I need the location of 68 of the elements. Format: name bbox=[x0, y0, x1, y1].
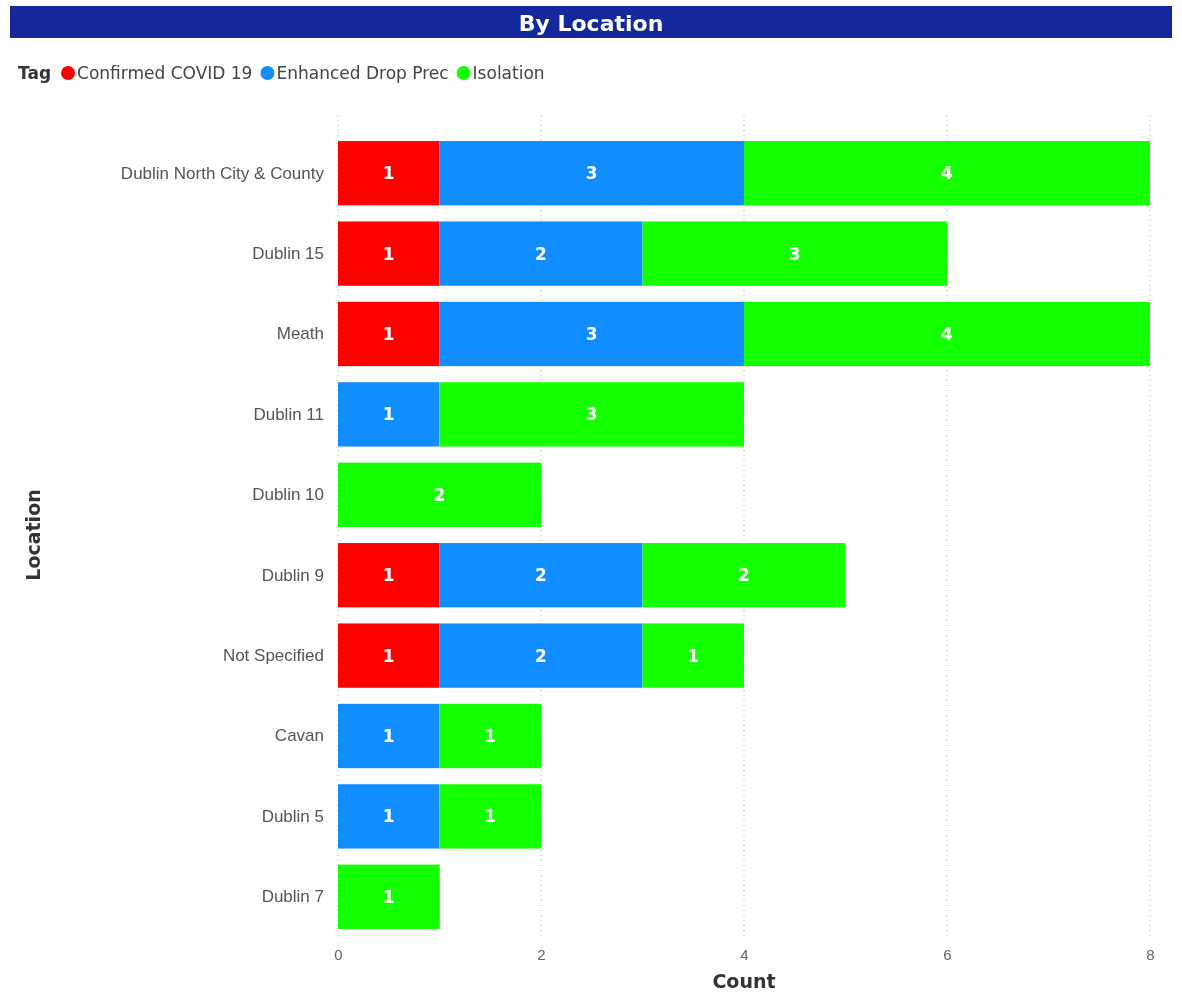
data-label: 3 bbox=[585, 404, 598, 425]
data-label: 2 bbox=[738, 565, 750, 586]
bar bbox=[338, 784, 440, 849]
data-label: 1 bbox=[382, 726, 395, 746]
data-label: 2 bbox=[535, 243, 547, 264]
data-label: 2 bbox=[535, 565, 547, 586]
bar bbox=[439, 301, 744, 367]
data-label: 1 bbox=[484, 726, 497, 746]
bar bbox=[338, 543, 440, 608]
data-label: 1 bbox=[382, 404, 395, 425]
y-tick-label: Not Specified bbox=[222, 646, 324, 666]
data-label: 1 bbox=[382, 806, 395, 827]
data-label: 3 bbox=[585, 324, 598, 344]
x-tick-label: 0 bbox=[334, 945, 343, 963]
y-axis-title: Location bbox=[22, 489, 44, 581]
bar bbox=[744, 301, 1150, 367]
data-label: 1 bbox=[484, 806, 497, 827]
bar bbox=[439, 382, 744, 447]
data-label: 1 bbox=[382, 565, 395, 586]
data-label: 1 bbox=[382, 886, 395, 907]
bar bbox=[338, 141, 440, 206]
legend-label: Enhanced Drop Prec bbox=[276, 63, 449, 83]
data-label: 1 bbox=[382, 645, 395, 666]
data-label: 4 bbox=[941, 163, 954, 184]
legend-title: Tag bbox=[18, 63, 52, 83]
legend-label: Isolation bbox=[472, 63, 545, 83]
y-tick-label: Dublin 9 bbox=[261, 565, 324, 585]
bar bbox=[642, 221, 947, 286]
data-label: 3 bbox=[585, 163, 598, 184]
bar bbox=[439, 784, 541, 849]
y-tick-label: Dublin 7 bbox=[261, 887, 324, 907]
bar bbox=[439, 703, 541, 769]
bar bbox=[338, 623, 440, 688]
x-tick-label: 6 bbox=[943, 945, 952, 963]
chart-title: By Location bbox=[518, 11, 664, 36]
data-label: 1 bbox=[687, 645, 700, 666]
bar bbox=[439, 623, 643, 688]
bar bbox=[338, 462, 541, 527]
x-tick-label: 2 bbox=[537, 945, 546, 963]
bar bbox=[338, 382, 440, 447]
y-tick-label: Dublin 5 bbox=[261, 806, 324, 826]
data-label: 1 bbox=[382, 324, 395, 344]
bar bbox=[642, 623, 744, 688]
data-label: 2 bbox=[433, 484, 446, 505]
data-label: 2 bbox=[535, 645, 547, 666]
data-label: 1 bbox=[382, 163, 395, 184]
x-axis-title: Count bbox=[712, 970, 776, 992]
data-label: 4 bbox=[941, 324, 954, 344]
y-tick-label: Meath bbox=[276, 324, 324, 344]
y-tick-label: Dublin 10 bbox=[252, 485, 324, 505]
data-label: 1 bbox=[382, 243, 395, 264]
bar bbox=[338, 703, 440, 769]
y-tick-label: Dublin 11 bbox=[253, 404, 324, 424]
y-tick-label: Dublin North City & County bbox=[120, 163, 325, 183]
data-label: 3 bbox=[788, 243, 801, 264]
x-tick-label: 8 bbox=[1146, 945, 1155, 963]
y-tick-label: Cavan bbox=[274, 726, 324, 746]
bar bbox=[439, 221, 643, 286]
y-tick-label: Dublin 15 bbox=[252, 244, 324, 264]
bar bbox=[338, 864, 440, 929]
bar bbox=[338, 301, 440, 367]
bar bbox=[642, 543, 846, 608]
bar bbox=[439, 141, 744, 206]
bar bbox=[338, 221, 440, 286]
bar bbox=[439, 543, 643, 608]
x-tick-label: 4 bbox=[740, 945, 749, 963]
legend-label: Confirmed COVID 19 bbox=[77, 63, 253, 83]
bar bbox=[744, 141, 1150, 206]
